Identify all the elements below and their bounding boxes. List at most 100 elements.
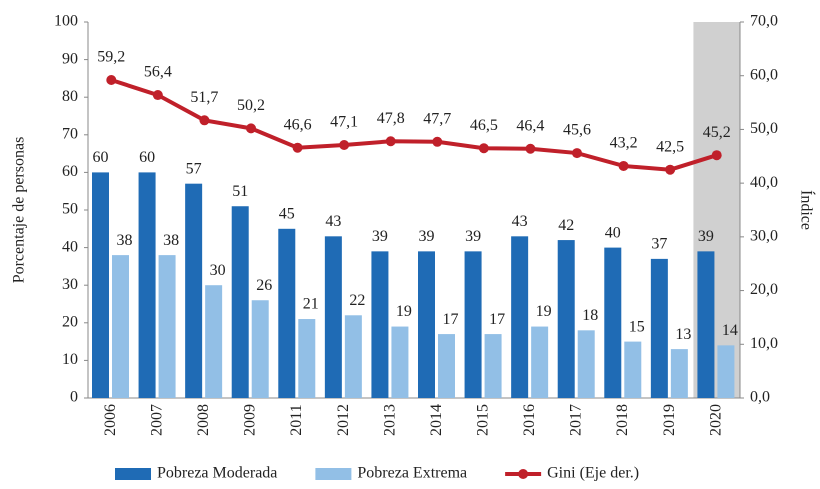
data-label: 56,4 bbox=[144, 64, 172, 81]
data-label: 38 bbox=[163, 232, 179, 249]
y-tick-label: 40 bbox=[62, 238, 78, 255]
data-label: 42 bbox=[558, 217, 574, 234]
point bbox=[432, 136, 443, 147]
bar bbox=[205, 285, 223, 398]
data-label: 47,8 bbox=[377, 110, 405, 127]
bar bbox=[185, 183, 203, 398]
data-label: 37 bbox=[651, 236, 667, 253]
point bbox=[199, 115, 210, 126]
point bbox=[525, 143, 536, 154]
y-tick-label: 100 bbox=[54, 13, 78, 30]
legend-label: Gini (Eje der.) bbox=[547, 465, 639, 482]
point bbox=[106, 75, 117, 86]
data-label: 21 bbox=[303, 296, 319, 313]
x-tick-label: 2008 bbox=[195, 404, 212, 436]
bar bbox=[231, 206, 249, 398]
legend-marker bbox=[518, 469, 529, 479]
data-label: 42,5 bbox=[656, 138, 684, 155]
data-label: 15 bbox=[629, 318, 645, 335]
data-label: 17 bbox=[489, 311, 505, 328]
x-tick-label: 2017 bbox=[568, 404, 585, 436]
x-tick-label: 2007 bbox=[149, 404, 166, 436]
x-tick-label: 2006 bbox=[102, 404, 119, 436]
data-label: 43 bbox=[512, 213, 528, 230]
y2-tick-label: 70,0 bbox=[750, 13, 778, 30]
point bbox=[711, 150, 722, 161]
y2-tick-label: 40,0 bbox=[750, 174, 778, 191]
bar bbox=[697, 251, 715, 398]
data-label: 47,7 bbox=[423, 110, 451, 127]
point bbox=[618, 160, 629, 171]
line bbox=[110, 78, 718, 172]
bar bbox=[484, 334, 502, 398]
data-label: 50,2 bbox=[237, 97, 265, 114]
data-label: 38 bbox=[117, 232, 133, 249]
x-tick-label: 2014 bbox=[428, 404, 445, 436]
data-label: 40 bbox=[605, 224, 621, 241]
data-label: 22 bbox=[349, 292, 365, 309]
y2-tick-label: 0,0 bbox=[750, 389, 770, 406]
y-axis-label: Porcentaje de personas bbox=[11, 137, 28, 284]
data-label: 60 bbox=[93, 149, 109, 166]
data-label: 46,4 bbox=[516, 117, 544, 134]
data-label: 26 bbox=[256, 277, 272, 294]
x-tick-label: 2011 bbox=[288, 404, 305, 435]
x-tick-label: 2020 bbox=[707, 404, 724, 436]
x-tick-label: 2019 bbox=[661, 404, 678, 436]
data-label: 13 bbox=[675, 326, 691, 343]
y2-tick-label: 30,0 bbox=[750, 228, 778, 245]
y2-tick-label: 10,0 bbox=[750, 335, 778, 352]
point bbox=[152, 90, 163, 101]
point bbox=[246, 123, 256, 134]
x-tick-label: 2015 bbox=[475, 404, 492, 436]
y2-tick-label: 60,0 bbox=[750, 66, 778, 83]
bar bbox=[531, 326, 549, 398]
data-label: 46,6 bbox=[284, 116, 312, 133]
data-label: 51,7 bbox=[190, 89, 218, 106]
data-label: 39 bbox=[698, 228, 714, 245]
x-tick-label: 2012 bbox=[335, 404, 352, 436]
data-label: 43,2 bbox=[610, 135, 638, 152]
y-tick-label: 60 bbox=[62, 163, 78, 180]
data-label: 39 bbox=[465, 228, 481, 245]
bar bbox=[511, 236, 529, 398]
legend-label: Pobreza Extrema bbox=[357, 465, 467, 482]
point bbox=[665, 164, 676, 175]
bar bbox=[418, 251, 435, 398]
bar bbox=[670, 349, 688, 398]
point bbox=[385, 136, 396, 147]
y2-tick-label: 20,0 bbox=[750, 281, 778, 298]
y-tick-label: 30 bbox=[62, 276, 78, 293]
y2-axis-label: Índice bbox=[797, 190, 816, 230]
bar bbox=[158, 255, 176, 398]
bar bbox=[604, 247, 622, 398]
data-label: 30 bbox=[210, 262, 226, 279]
bar bbox=[324, 236, 342, 398]
point bbox=[572, 148, 582, 159]
bar bbox=[464, 251, 482, 398]
bar bbox=[298, 319, 316, 398]
data-label: 39 bbox=[372, 228, 388, 245]
x-tick-label: 2009 bbox=[242, 404, 259, 436]
data-label: 45,2 bbox=[703, 124, 731, 141]
bar bbox=[624, 341, 642, 398]
bar bbox=[112, 255, 129, 398]
data-label: 60 bbox=[139, 149, 155, 166]
bar bbox=[251, 300, 269, 398]
bar bbox=[391, 326, 409, 398]
x-tick-label: 2018 bbox=[614, 404, 631, 436]
x-tick-label: 2016 bbox=[521, 404, 538, 436]
y-tick-label: 80 bbox=[62, 88, 78, 105]
data-label: 47,1 bbox=[330, 114, 358, 131]
data-label: 19 bbox=[536, 303, 552, 320]
bar bbox=[650, 258, 668, 398]
data-label: 51 bbox=[232, 183, 248, 200]
bar bbox=[138, 172, 156, 398]
data-label: 18 bbox=[582, 307, 598, 324]
legend-swatch bbox=[315, 468, 352, 480]
data-label: 39 bbox=[419, 228, 435, 245]
y2-tick-label: 50,0 bbox=[750, 120, 778, 137]
bar bbox=[371, 251, 389, 398]
y-tick-label: 20 bbox=[62, 313, 78, 330]
data-label: 14 bbox=[722, 322, 738, 339]
